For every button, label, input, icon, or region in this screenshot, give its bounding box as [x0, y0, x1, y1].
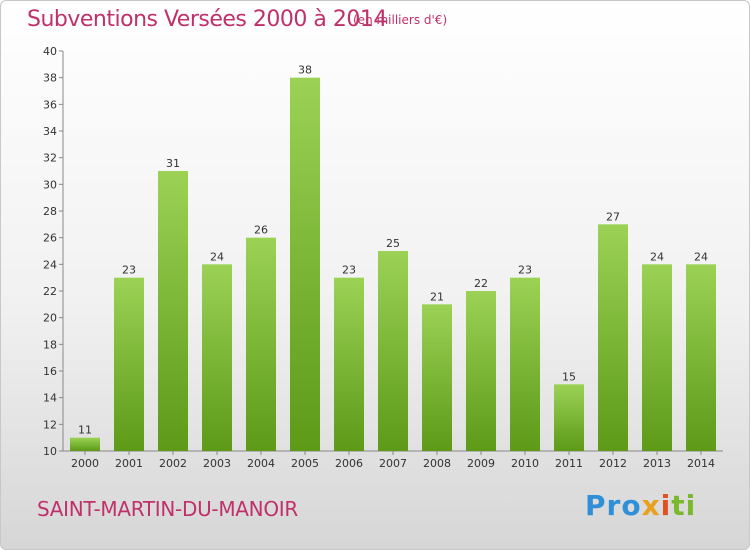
x-tick-label: 2001	[115, 457, 143, 470]
bar-2009	[466, 291, 496, 451]
value-label: 15	[562, 370, 576, 383]
logo-part: i	[660, 489, 672, 522]
labels: 2000 11 2001 23 2002 31 2003 24 2004 26 2005 38 2006…	[71, 64, 715, 470]
bar-2005	[290, 77, 320, 452]
value-label: 24	[650, 250, 664, 263]
x-tick-label: 2013	[643, 457, 671, 470]
units-note: (en milliers d'€)	[353, 13, 448, 27]
bar-2004	[246, 237, 276, 451]
bars	[70, 77, 716, 452]
logo-part: x	[641, 489, 661, 522]
value-label: 27	[606, 210, 620, 223]
value-label: 11	[78, 424, 92, 437]
bar-2007	[378, 251, 408, 451]
value-label: 23	[342, 264, 356, 277]
x-tick-label: 2004	[247, 457, 275, 470]
y-tick-label: 12	[43, 418, 57, 431]
y-tick-label: 36	[43, 98, 57, 111]
y-tick-label: 32	[43, 152, 57, 165]
value-label: 24	[210, 250, 224, 263]
commune-name: SAINT-MARTIN-DU-MANOIR	[37, 497, 298, 521]
value-label: 24	[694, 250, 708, 263]
logo-part: ti	[671, 489, 697, 522]
x-tick-label: 2006	[335, 457, 363, 470]
y-tick-label: 20	[43, 312, 57, 325]
value-label: 23	[518, 264, 532, 277]
logo-part: Pro	[585, 489, 642, 522]
bar-2013	[642, 264, 672, 451]
x-tick-label: 2010	[511, 457, 539, 470]
x-tick-label: 2011	[555, 457, 583, 470]
bar-2002	[158, 171, 188, 451]
bar-2000	[70, 437, 100, 451]
y-tick-label: 26	[43, 232, 57, 245]
x-tick-label: 2008	[423, 457, 451, 470]
bar-2003	[202, 264, 232, 451]
bar-2014	[686, 264, 716, 451]
bar-2006	[334, 277, 364, 451]
axes: 10 12 14 16 18 20 22 24 26 28 30 32 34 36 38 40	[43, 45, 723, 458]
x-tick-label: 2003	[203, 457, 231, 470]
value-label: 31	[166, 157, 180, 170]
bar-2010	[510, 277, 540, 451]
x-tick-label: 2005	[291, 457, 319, 470]
value-label: 22	[474, 277, 488, 290]
x-tick-label: 2000	[71, 457, 99, 470]
x-tick-label: 2009	[467, 457, 495, 470]
y-tick-label: 38	[43, 72, 57, 85]
bar-2011	[554, 384, 584, 451]
x-tick-label: 2007	[379, 457, 407, 470]
x-tick-label: 2002	[159, 457, 187, 470]
y-tick-label: 22	[43, 285, 57, 298]
y-tick-label: 40	[43, 45, 57, 58]
x-tick-label: 2014	[687, 457, 715, 470]
y-tick-label: 30	[43, 178, 57, 191]
bar-2008	[422, 304, 452, 451]
bar-2001	[114, 277, 144, 451]
value-label: 26	[254, 224, 268, 237]
y-tick-label: 18	[43, 338, 57, 351]
y-tick-label: 14	[43, 392, 57, 405]
chart-title: Subventions Versées 2000 à 2014	[27, 7, 387, 32]
x-tick-label: 2012	[599, 457, 627, 470]
y-tick-label: 10	[43, 445, 57, 458]
value-label: 25	[386, 237, 400, 250]
proxiti-logo: Proxiti	[585, 489, 696, 522]
bar-2012	[598, 224, 628, 451]
y-tick-label: 28	[43, 205, 57, 218]
y-tick-label: 16	[43, 365, 57, 378]
y-tick-label: 24	[43, 258, 57, 271]
value-label: 23	[122, 264, 136, 277]
value-label: 21	[430, 290, 444, 303]
y-tick-label: 34	[43, 125, 57, 138]
value-label: 38	[298, 64, 312, 77]
